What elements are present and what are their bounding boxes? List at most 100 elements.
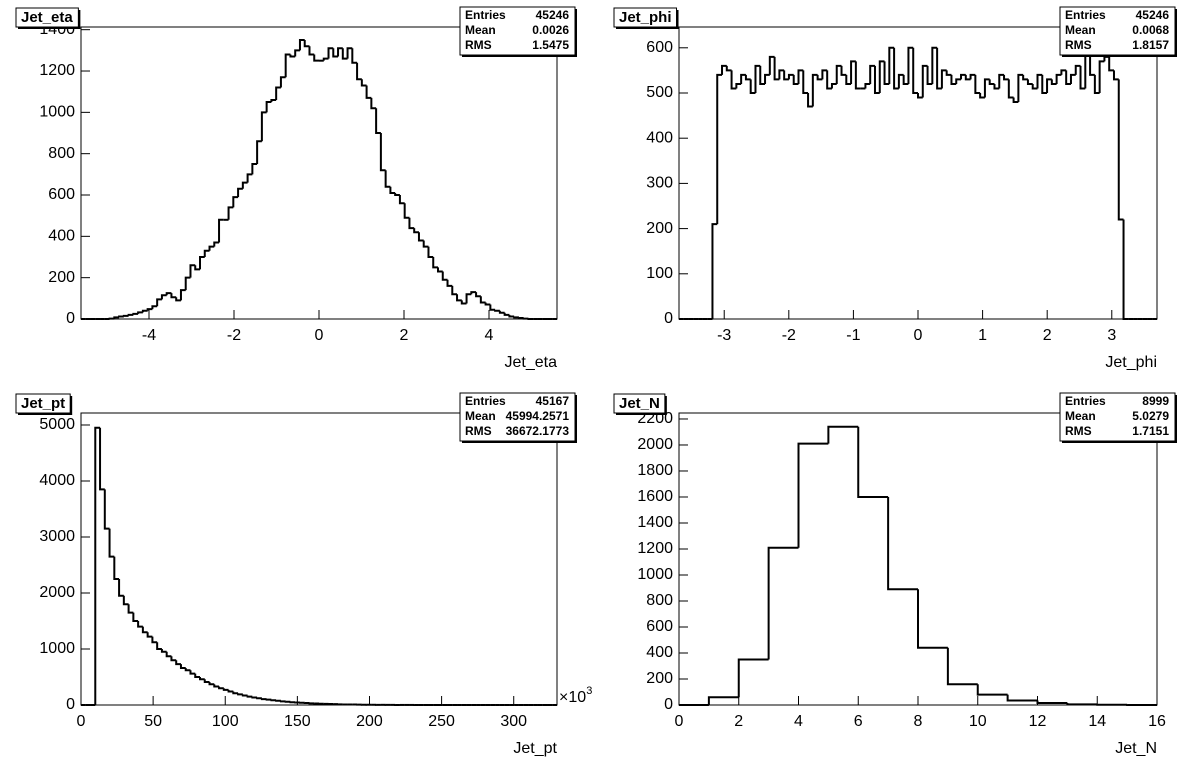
histogram-bin [446,279,453,287]
histogram-bin [94,426,101,705]
stats-label: Entries [1065,394,1106,408]
histogram-bin [988,79,995,85]
histogram-bin [194,265,200,271]
histogram-bin [260,698,267,701]
histogram-bin [203,679,210,684]
histogram-bin [969,73,976,80]
y-tick-label: 4000 [39,472,75,489]
histogram-bin [976,684,1008,696]
y-tick-label: 100 [646,265,673,282]
histogram-bin [279,76,286,88]
histogram-bin [888,46,895,84]
histogram-bin [1108,56,1114,72]
histogram-bin [470,291,477,295]
histogram-bin [767,546,799,660]
stats-box [1059,6,1176,56]
histogram-bin [175,297,181,302]
histogram-bin [787,73,794,80]
histogram-bin [1003,74,1009,81]
histogram-bin [489,304,496,311]
histogram-bin [218,686,224,690]
histogram-bin [441,271,448,281]
x-scale-exponent: 3 [586,685,592,697]
y-tick-label: 400 [646,129,673,146]
stats-value: 45167 [536,394,570,408]
histogram-bin [840,65,847,76]
histogram-bin [475,292,481,298]
histogram-bin [118,578,124,597]
histogram-bin [1026,79,1033,85]
histogram-bin [313,54,319,62]
x-tick-label: 0 [675,713,684,730]
stats-label: Entries [465,8,506,22]
chart-title: Jet_N [619,395,660,412]
histogram-bin [275,86,281,100]
x-axis-label: Jet_N [1115,740,1157,757]
histogram-bin [716,73,723,225]
histogram-bin [156,642,162,650]
y-tick-label: 3000 [39,528,75,545]
histogram-bin [237,187,243,198]
stats-label: RMS [465,38,492,52]
histogram-bin [1069,73,1076,84]
histogram-bin [850,60,856,84]
y-tick-label: 0 [664,696,673,713]
x-tick-label: 2 [734,713,743,730]
stats-label: RMS [465,424,492,438]
histogram-bin [508,314,515,318]
stats-label: RMS [1065,38,1092,52]
y-tick-label: 1400 [637,514,673,531]
histogram-bin [946,647,978,686]
histogram-bin [360,79,367,87]
histogram-bin [327,47,334,59]
histogram-bin [1006,694,1038,702]
histogram-bin [1050,79,1057,85]
stats-value: 45994.2571 [506,409,570,423]
histogram-bin [503,312,510,316]
histogram-bin [878,60,885,93]
histogram-bin [322,57,329,61]
histogram-bin [857,426,889,498]
histogram-bin [170,656,177,662]
y-tick-label: 500 [646,84,673,101]
histogram-bin [113,316,120,319]
plot-frame [80,412,558,706]
histogram-bin [432,257,438,269]
histogram-bin [337,47,343,57]
histogram-bin [289,54,296,58]
histogram-bin [873,65,880,94]
histogram-bin [227,689,234,693]
stats-label: Mean [465,409,496,423]
y-tick-label: 1800 [637,462,673,479]
histogram-bin [356,62,362,81]
histogram-bin [194,673,200,678]
histogram-bin [365,85,372,99]
histogram-bin [773,56,780,81]
x-tick-label: 300 [500,713,527,730]
histogram-bin [341,48,348,60]
histogram-bin [754,64,761,93]
histogram-bin [797,69,804,84]
histogram-bin [179,289,186,301]
x-tick-label: 16 [1148,713,1166,730]
stats-label: Mean [1065,23,1096,37]
histogram-bin [494,309,500,312]
y-tick-label: 1200 [39,62,75,79]
histogram-bin [517,316,524,319]
histogram-bin [460,300,467,305]
x-tick-label: 0 [914,327,923,344]
histogram-bin [964,74,971,81]
histogram-bin [979,92,985,99]
y-tick-label: 200 [48,269,75,286]
histogram-bin [246,695,253,698]
histogram-bin [1046,78,1052,93]
histogram-bin [768,55,775,75]
histogram-bin [237,693,243,696]
histogram-bin [151,636,158,644]
histogram-bin [298,39,305,51]
chart-title: Jet_eta [21,9,73,26]
histogram-bin [1112,70,1119,81]
histogram-bin [260,111,267,142]
histogram-bin [451,285,458,296]
